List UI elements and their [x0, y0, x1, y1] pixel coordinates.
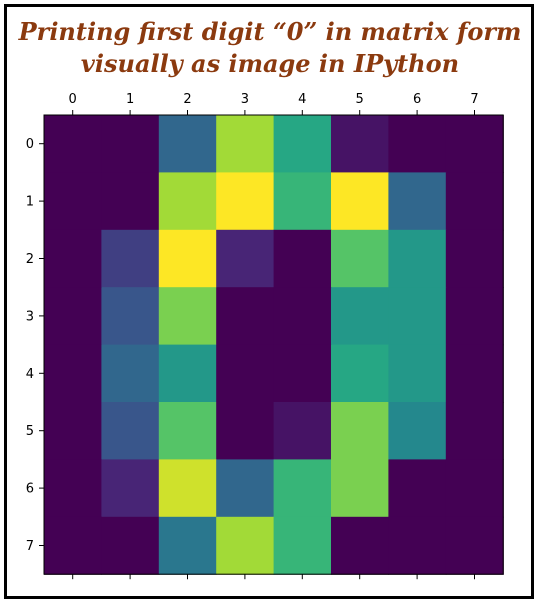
heatmap-cell-r7-c5 [331, 516, 389, 575]
heatmap-cell-r4-c6 [388, 344, 447, 403]
heatmap-cell-r4-c1 [101, 344, 160, 403]
chart-title-line-1: Printing first digit “0” in matrix form [18, 17, 522, 46]
y-tick-label-4: 4 [26, 367, 34, 382]
x-tick-label-2: 2 [183, 92, 191, 107]
heatmap-cell-r3-c2 [158, 287, 217, 346]
heatmap-cell-r0-c3 [216, 115, 275, 173]
y-tick-label-1: 1 [26, 195, 34, 210]
heatmap-cell-r3-c3 [216, 287, 275, 346]
heatmap-cell-r0-c5 [331, 115, 389, 173]
heatmap-cell-r1-c7 [445, 172, 504, 231]
heatmap-cell-r1-c3 [216, 172, 275, 231]
heatmap-cell-r3-c6 [388, 287, 447, 346]
x-tick-label-6: 6 [413, 92, 421, 107]
heatmap-cell-r7-c6 [388, 516, 447, 575]
heatmap-cell-r7-c2 [158, 516, 217, 575]
heatmap-cell-r3-c4 [273, 287, 332, 346]
heatmap-cell-r3-c5 [331, 287, 389, 346]
heatmap-cell-r6-c2 [158, 459, 217, 518]
heatmap-cell-r7-c3 [216, 516, 275, 575]
y-tick-label-6: 6 [26, 482, 34, 497]
heatmap-cell-r5-c4 [273, 402, 332, 460]
heatmap-cell-r7-c7 [445, 516, 504, 575]
y-tick-label-2: 2 [26, 252, 34, 267]
heatmap-cell-r3-c1 [101, 287, 160, 346]
heatmap-cell-r5-c0 [44, 402, 102, 460]
x-tick-label-1: 1 [126, 92, 134, 107]
heatmap-cell-r5-c7 [445, 402, 504, 460]
heatmap-cell-r0-c0 [44, 115, 102, 173]
y-tick-label-0: 0 [26, 137, 34, 152]
heatmap-cell-r4-c5 [331, 344, 389, 403]
heatmap-cell-r0-c4 [273, 115, 332, 173]
heatmap-cell-r0-c6 [388, 115, 447, 173]
heatmap-cell-r7-c4 [273, 516, 332, 575]
heatmap-cell-r3-c0 [44, 287, 102, 346]
heatmap-cell-r6-c1 [101, 459, 160, 518]
x-tick-label-7: 7 [470, 92, 478, 107]
heatmap-cell-r5-c3 [216, 402, 275, 460]
y-tick-label-3: 3 [26, 309, 34, 324]
heatmap-cell-r6-c0 [44, 459, 102, 518]
heatmap-cell-r7-c0 [44, 516, 102, 575]
heatmap-cell-r1-c0 [44, 172, 102, 231]
heatmap-cell-r5-c5 [331, 402, 389, 460]
heatmap-cell-r3-c7 [445, 287, 504, 346]
heatmap-cell-r0-c2 [158, 115, 217, 173]
heatmap-cell-r1-c1 [101, 172, 160, 231]
y-tick-label-7: 7 [26, 539, 34, 554]
heatmap-cell-r6-c6 [388, 459, 447, 518]
heatmap-cell-r6-c4 [273, 459, 332, 518]
heatmap-cell-r6-c3 [216, 459, 275, 518]
heatmap-cell-r0-c7 [445, 115, 504, 173]
heatmap-cell-r2-c6 [388, 229, 447, 288]
heatmap-cell-r1-c4 [273, 172, 332, 231]
heatmap-cell-r4-c3 [216, 344, 275, 403]
heatmap-cell-r2-c2 [158, 229, 217, 288]
plot-area-border [43, 114, 504, 575]
heatmap-cell-r2-c1 [101, 229, 160, 288]
heatmap-cell-r5-c2 [158, 402, 217, 460]
heatmap-cell-r0-c1 [101, 115, 160, 173]
heatmap-cell-r4-c7 [445, 344, 504, 403]
y-tick-label-5: 5 [26, 424, 34, 439]
heatmap-cell-r6-c5 [331, 459, 389, 518]
x-tick-label-4: 4 [298, 92, 306, 107]
heatmap-cell-r5-c6 [388, 402, 447, 460]
heatmap-cell-r4-c2 [158, 344, 217, 403]
heatmap-cell-r2-c5 [331, 229, 389, 288]
heatmap-cell-r1-c2 [158, 172, 217, 231]
heatmap-cell-r1-c5 [331, 172, 389, 231]
heatmap-cell-r2-c0 [44, 229, 102, 288]
chart-title-line-2: visually as image in IPython [80, 49, 460, 78]
heatmap-cell-r5-c1 [101, 402, 160, 460]
heatmap-cell-r2-c3 [216, 229, 275, 288]
heatmap-cell-r1-c6 [388, 172, 447, 231]
x-tick-label-5: 5 [356, 92, 364, 107]
x-tick-label-3: 3 [241, 92, 249, 107]
heatmap-cell-r4-c4 [273, 344, 332, 403]
heatmap-cell-r2-c7 [445, 229, 504, 288]
heatmap-cell-r4-c0 [44, 344, 102, 403]
heatmap-cell-r2-c4 [273, 229, 332, 288]
heatmap-cell-r6-c7 [445, 459, 504, 518]
x-tick-label-0: 0 [69, 92, 77, 107]
heatmap-cell-r7-c1 [101, 516, 160, 575]
